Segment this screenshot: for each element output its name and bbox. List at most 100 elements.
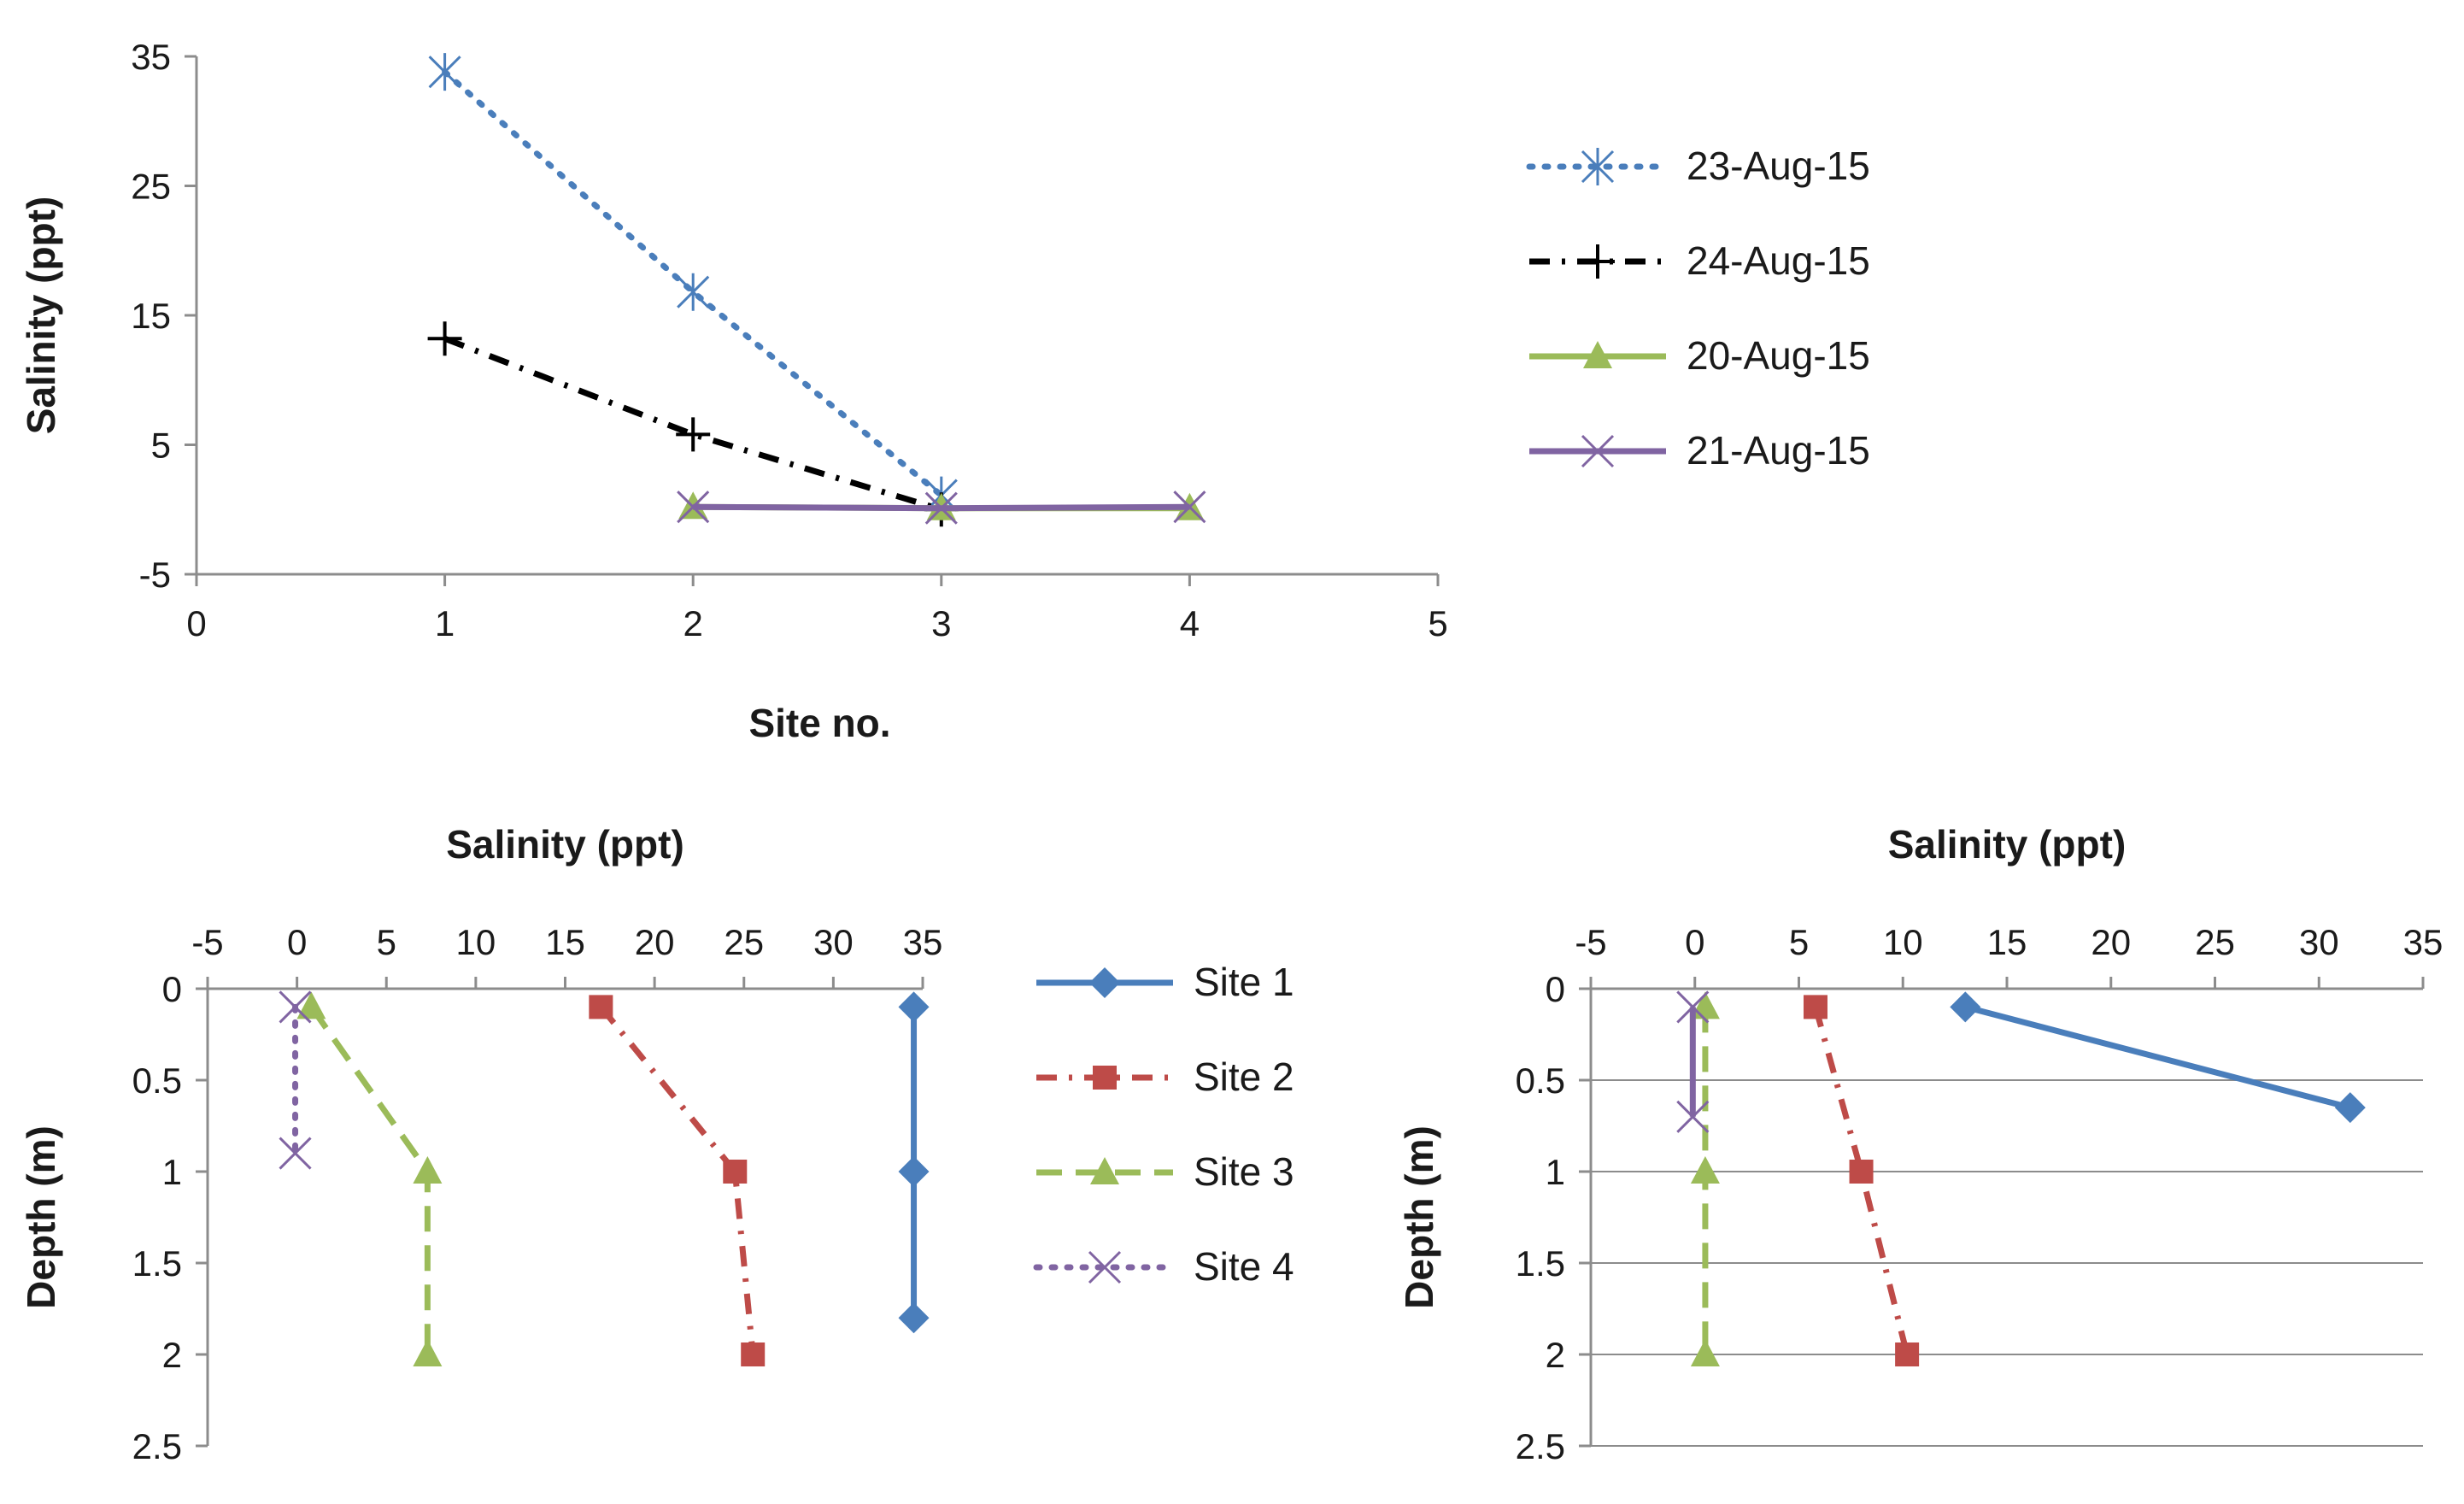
legend-label: 24-Aug-15 [1687,238,1870,283]
x-axis-title: Salinity (ppt) [1888,822,2127,867]
legend-label: 20-Aug-15 [1687,333,1870,378]
x-tick-label: -5 [1575,922,1606,962]
legend-marker [1089,967,1120,998]
y-tick-label: 1.5 [1516,1243,1565,1284]
data-point [1690,1339,1720,1366]
legend-marker [1090,1157,1119,1184]
data-point [279,990,312,1024]
data-point [2334,1092,2366,1124]
legend: Site 1 Site 2 Site 3 Site 4 [1033,960,1294,1289]
x-tick-label: 3 [931,603,951,643]
x-tick-label: 30 [2299,922,2339,962]
data-point [279,1137,312,1170]
y-tick-label: 2 [162,1335,182,1375]
data-point [677,273,710,311]
x-tick-label: 1 [435,603,455,643]
y-tick-label: -5 [139,555,171,595]
data-point [1690,1156,1720,1184]
x-tick-label: 25 [2195,922,2235,962]
series-site-2 [1803,995,1920,1366]
series-21-aug-15 [677,491,1206,525]
legend-label: Site 2 [1194,1055,1294,1099]
legend-marker [1581,434,1615,468]
x-tick-label: 30 [813,922,854,962]
chart-top: 0 1 2 3 4 5 -5 5 15 25 35 Site no. Salinity (ppt) 23-… [19,37,1870,745]
x-tick-label: 5 [377,922,396,962]
legend-label: Site 4 [1194,1244,1294,1289]
x-tick-label: 10 [1883,922,1923,962]
x-tick-label: 0 [186,603,206,643]
y-axis-title: Depth (m) [19,1125,63,1309]
y-tick-label: 2 [1546,1335,1565,1375]
series-line [1812,1006,1910,1355]
data-point [1676,990,1710,1024]
y-tick-label: 0.5 [132,1060,182,1101]
x-tick-label: 35 [2403,922,2443,962]
legend-marker [1581,148,1615,185]
data-point [1676,1100,1710,1133]
legend-marker [1583,341,1612,368]
series-site-4 [1676,990,1710,1133]
x-tick-label: 35 [903,922,943,962]
x-tick-label: 20 [635,922,675,962]
y-tick-label: 2.5 [132,1426,182,1466]
x-axis-title: Salinity (ppt) [446,822,684,867]
data-point [723,1160,748,1184]
data-point [1950,991,1981,1023]
y-tick-label: 15 [131,296,171,336]
legend: 23-Aug-15 24-Aug-15 20-Aug-15 21-Aug-15 [1526,144,1870,473]
x-tick-label: 2 [683,603,703,643]
x-tick-label: 4 [1180,603,1200,643]
y-tick-label: 35 [131,37,171,77]
x-tick-label: 20 [2091,922,2131,962]
x-tick-label: 0 [1685,922,1704,962]
x-tick-label: 25 [724,922,764,962]
legend-marker [1581,244,1615,279]
y-tick-label: 0.5 [1516,1060,1565,1101]
x-axis-title: Site no. [748,701,890,745]
y-tick-label: 0 [162,969,182,1009]
data-point [427,321,462,356]
data-point [1895,1342,1920,1366]
series-site-1 [1950,991,2366,1124]
series-site-1 [898,991,930,1334]
series-line [1964,1004,2351,1111]
legend-label: 21-Aug-15 [1687,428,1870,473]
y-tick-label: 2.5 [1516,1426,1565,1466]
x-tick-label: 10 [456,922,496,962]
legend-label: Site 1 [1194,960,1294,1004]
x-tick-label: 5 [1428,603,1447,643]
y-axis-title: Depth (m) [1397,1125,1441,1309]
x-tick-label: -5 [191,922,223,962]
x-tick-label: 15 [1987,922,2027,962]
legend-marker [1088,1250,1122,1284]
data-point [428,53,461,91]
y-tick-label: 25 [131,167,171,207]
series-line [308,1005,431,1354]
series-site-2 [589,995,766,1366]
series-line [442,68,945,499]
data-point [898,1302,930,1334]
data-point [1173,491,1206,524]
x-tick-label: 15 [545,922,585,962]
legend-label: Site 3 [1194,1149,1294,1194]
series-site-3 [296,991,443,1366]
x-tick-label: 0 [287,922,307,962]
x-tick-label: 5 [1789,922,1809,962]
data-point [413,1156,443,1184]
y-tick-label: 1.5 [132,1243,182,1284]
series-site-4 [279,990,312,1170]
data-point [898,991,930,1023]
y-tick-label: 1 [1546,1152,1565,1192]
data-point [924,491,958,525]
y-tick-label: 5 [151,426,171,466]
y-tick-label: 1 [162,1152,182,1192]
series-line [443,336,942,513]
data-point [1849,1160,1874,1184]
y-axis-title: Salinity (ppt) [19,197,63,435]
data-point [296,991,326,1019]
data-point [741,1342,766,1366]
